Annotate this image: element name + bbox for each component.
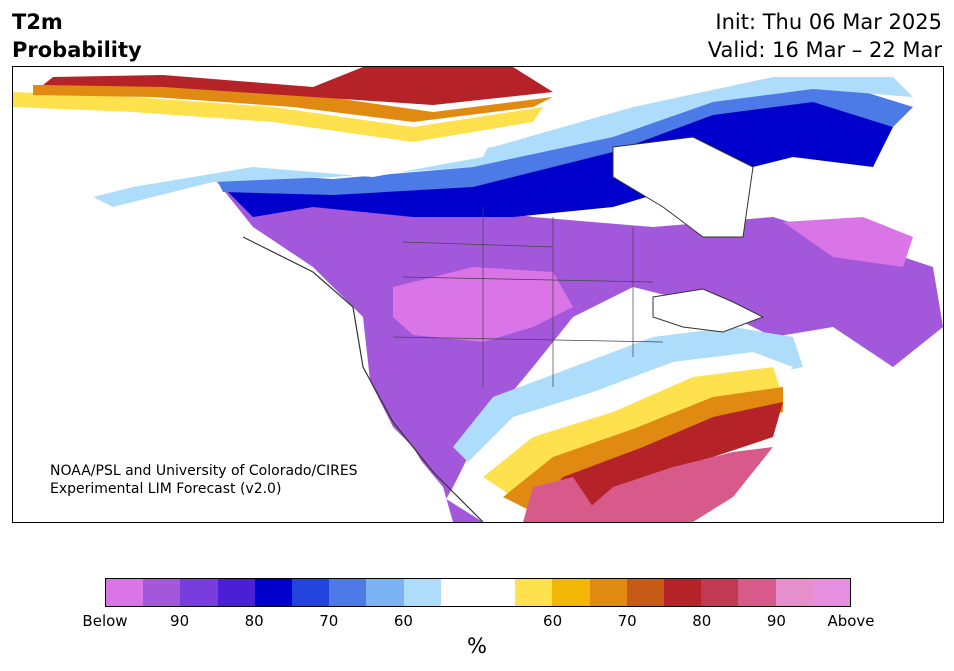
- state-boundaries: [392, 207, 664, 387]
- colorbar-segment: [738, 579, 776, 606]
- colorbar-segment: [292, 579, 330, 606]
- colorbar-tick-label: 70: [319, 612, 339, 630]
- colorbar-segment: [515, 579, 553, 606]
- map-title: T2m Probability: [12, 8, 142, 64]
- colorbar-segment: [180, 579, 218, 606]
- region-mexico-pink: [523, 477, 593, 522]
- colorbar-tick-label: 70: [617, 612, 637, 630]
- colorbar: [105, 578, 851, 607]
- colorbar-segment: [664, 579, 702, 606]
- colorbar-tick-label: 80: [244, 612, 264, 630]
- colorbar-tick-label: 90: [766, 612, 786, 630]
- region-labrador-peak: [783, 217, 913, 267]
- hudson-bay: [612, 136, 754, 238]
- credit-line-2: Experimental LIM Forecast (v2.0): [50, 481, 282, 497]
- probability-map: NOAA/PSL and University of Colorado/CIRE…: [12, 66, 944, 523]
- colorbar-segment: [589, 579, 627, 606]
- colorbar-segment: [812, 579, 851, 606]
- colorbar-tick-label: 80: [692, 612, 712, 630]
- region-north-blue-light: [93, 77, 913, 207]
- colorbar-segment: [106, 579, 144, 606]
- colorbar-tick-label: Below: [82, 612, 128, 630]
- colorbar-unit: %: [467, 634, 487, 658]
- colorbar-tick-label: 60: [393, 612, 413, 630]
- credit-line-1: NOAA/PSL and University of Colorado/CIRE…: [50, 463, 358, 479]
- region-arctic-orange: [33, 85, 553, 122]
- map-canvas: [13, 67, 943, 522]
- forecast-dates: Init: Thu 06 Mar 2025 Valid: 16 Mar – 22…: [708, 8, 942, 64]
- coastline: [242, 236, 484, 522]
- credit-text: NOAA/PSL and University of Colorado/CIRE…: [50, 462, 358, 498]
- colorbar-segment: [440, 579, 479, 606]
- colorbar-segment: [701, 579, 739, 606]
- colorbar-segment: [775, 579, 813, 606]
- great-lakes: [652, 288, 765, 333]
- init-date: Init: Thu 06 Mar 2025: [715, 10, 942, 34]
- colorbar-segment: [403, 579, 441, 606]
- valid-range: Valid: 16 Mar – 22 Mar: [707, 38, 942, 62]
- region-arctic-red: [43, 67, 553, 105]
- colorbar-segment: [329, 579, 367, 606]
- land-west-purple: [213, 177, 943, 522]
- pacific-ocean: [13, 227, 453, 522]
- colorbar-tick-label: 60: [543, 612, 563, 630]
- region-north-blue-mid: [213, 82, 913, 195]
- colorbar-tick-label: 90: [170, 612, 190, 630]
- colorbar-segment: [217, 579, 255, 606]
- region-arctic-yellow: [13, 92, 543, 142]
- title-subtitle: Probability: [12, 38, 142, 62]
- colorbar-segment: [366, 579, 404, 606]
- colorbar-segment: [626, 579, 665, 606]
- region-southeast-pink: [573, 447, 773, 522]
- region-alaska-neutral: [13, 127, 493, 207]
- colorbar-segment: [552, 579, 590, 606]
- colorbar-segment: [254, 579, 293, 606]
- colorbar-segment: [478, 579, 516, 606]
- colorbar-tick-label: Above: [827, 612, 875, 630]
- region-southeast-red: [523, 402, 783, 522]
- title-variable: T2m: [12, 10, 63, 34]
- colorbar-segment: [143, 579, 181, 606]
